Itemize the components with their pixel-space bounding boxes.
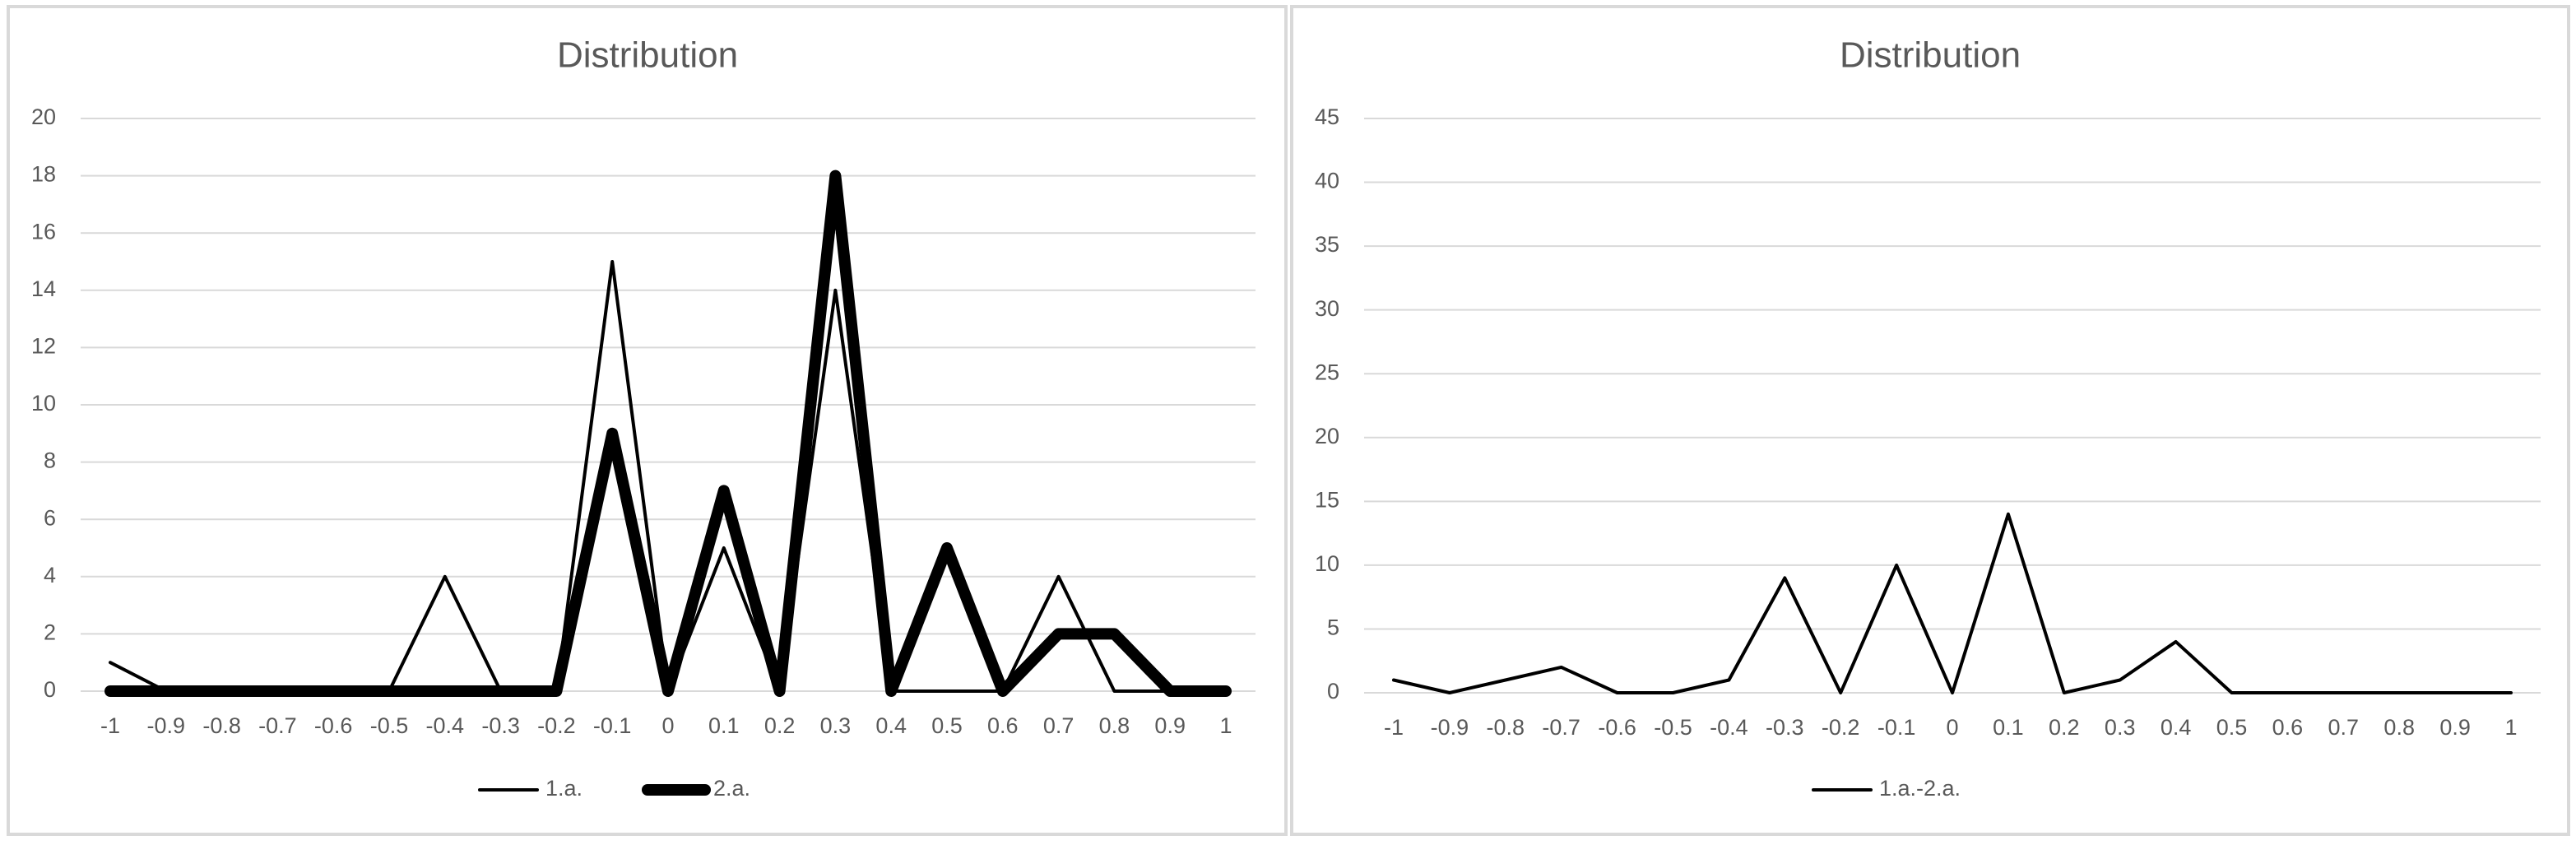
x-tick-label: -0.9 [147,713,186,738]
y-tick-label: 45 [1315,104,1339,129]
x-tick-label: 0.3 [820,713,852,738]
x-tick-label: -1 [100,713,120,738]
x-tick-label: 0.1 [1993,715,2024,740]
x-tick-label: 0.8 [2383,715,2415,740]
x-tick-label: -0.3 [1766,715,1804,740]
x-tick-label: -0.8 [1487,715,1525,740]
series-line [104,169,1232,697]
x-tick-label: 0.5 [2216,715,2248,740]
x-tick-label: -0.2 [537,713,576,738]
y-tick-label: 12 [31,334,56,359]
y-tick-label: 8 [44,448,56,473]
y-tick-label: 16 [31,219,56,244]
legend-label: 1.a.-2.a. [1879,776,1961,801]
x-tick-label: -0.7 [258,713,297,738]
y-tick-label: 0 [44,677,56,702]
chart-panel [1290,5,2570,836]
x-tick-label: 0.4 [2161,715,2192,740]
x-tick-label: -1 [1384,715,1404,740]
x-tick-label: 1 [1219,713,1232,738]
y-tick-label: 4 [44,563,56,587]
x-tick-label: 0.6 [2272,715,2304,740]
x-tick-label: 0.1 [708,713,740,738]
x-tick-label: -0.4 [426,713,465,738]
y-tick-label: 14 [31,276,56,301]
x-tick-label: 0.4 [875,713,907,738]
y-tick-label: 10 [31,391,56,416]
y-tick-label: 35 [1315,232,1339,257]
x-tick-label: 0.3 [2105,715,2136,740]
x-tick-label: -0.1 [593,713,632,738]
x-tick-label: 1 [2504,715,2517,740]
x-tick-label: -0.5 [1654,715,1692,740]
x-tick-label: 0.2 [764,713,796,738]
y-tick-label: 20 [1315,424,1339,448]
y-tick-label: 20 [31,104,56,129]
y-tick-label: 0 [1327,679,1339,703]
series-line [1392,512,2513,694]
x-tick-label: -0.7 [1542,715,1580,740]
y-tick-label: 18 [31,162,56,187]
x-tick-label: -0.3 [481,713,520,738]
x-tick-label: 0.5 [931,713,963,738]
x-tick-label: 0 [1946,715,1958,740]
chart-title: Distribution [557,35,738,76]
x-tick-label: -0.6 [1598,715,1636,740]
y-tick-label: 6 [44,505,56,530]
y-tick-label: 25 [1315,360,1339,384]
x-tick-label: 0.7 [1043,713,1074,738]
y-tick-label: 40 [1315,169,1339,193]
y-tick-label: 15 [1315,487,1339,512]
x-tick-label: 0.8 [1099,713,1130,738]
x-tick-label: 0.2 [2049,715,2080,740]
x-tick-label: -0.4 [1710,715,1748,740]
x-tick-label: -0.8 [202,713,241,738]
x-tick-label: 0.9 [2439,715,2471,740]
legend-label: 2.a. [713,776,750,801]
x-tick-label: 0.9 [1154,713,1186,738]
chart-panel [7,5,1288,836]
x-tick-label: 0 [661,713,674,738]
y-tick-label: 10 [1315,551,1339,576]
x-tick-label: 0.7 [2328,715,2360,740]
legend-label: 1.a. [545,776,583,801]
chart-title: Distribution [1840,35,2021,76]
y-tick-label: 30 [1315,296,1339,321]
x-tick-label: -0.1 [1877,715,1916,740]
x-tick-label: 0.6 [987,713,1019,738]
x-tick-label: -0.9 [1431,715,1469,740]
x-tick-label: -0.2 [1822,715,1860,740]
y-tick-label: 5 [1327,615,1339,640]
x-tick-label: -0.5 [370,713,409,738]
x-tick-label: -0.6 [314,713,353,738]
y-tick-label: 2 [44,620,56,645]
